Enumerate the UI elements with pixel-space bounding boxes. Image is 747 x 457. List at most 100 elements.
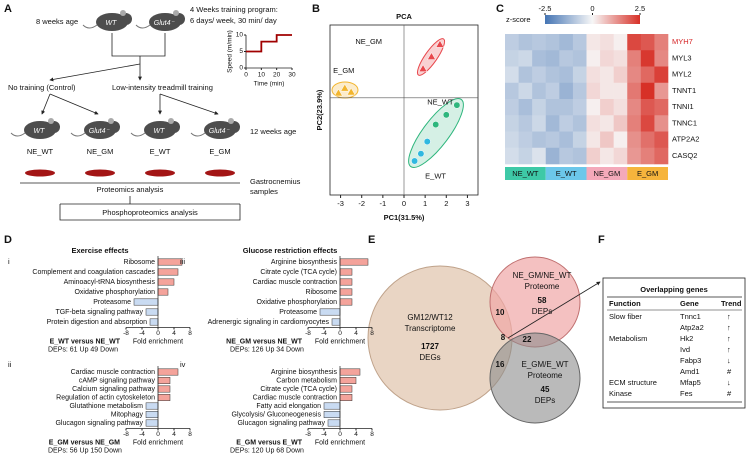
term-label: Cardiac muscle contraction [253,394,338,401]
y-tick-label: 10 [236,32,244,39]
deps-label: DEPs: 120 Up 68 Down [230,447,304,454]
table-cell: # [727,389,732,398]
bar [157,268,179,276]
table-cell: Tnnc1 [680,312,701,321]
bar [339,298,353,306]
mouse-tail [82,24,98,29]
mouse-ear [173,10,179,16]
heat-cell [640,34,655,51]
x-tick-label: -4 [321,330,327,337]
heat-cell [627,82,642,100]
x-tick-label: 4 [172,431,176,438]
heat-cell [654,66,669,84]
heat-cell [613,82,628,100]
heat-cell [505,99,519,116]
bar [157,258,183,266]
heat-cell [640,82,655,100]
heat-cell [545,99,560,116]
venn-overlap: 8 [501,333,506,342]
y-tick-label: 0 [239,65,243,72]
mouse-tail [130,132,146,137]
heat-cell [613,147,628,165]
series-label: NE_WT [427,98,454,107]
venn-circle [489,332,581,424]
branch-label: Low-intensity treadmill training [112,83,213,92]
mouse-tail [135,24,151,29]
mouse-body [144,121,176,139]
muscle-sample [85,169,115,177]
bar [157,394,171,401]
panel-letter: E [368,234,375,246]
heat-cell [532,131,547,149]
x-tick-label: 8 [370,431,374,438]
x-tick-label: 4 [354,330,358,337]
heat-cell [627,34,642,51]
branch-label: No training (Control) [8,83,76,92]
group-label: NE_WT [512,169,539,178]
term-label: Calcium signaling pathway [72,386,155,393]
venn-circle [367,265,513,411]
x-tick-label: 4 [172,330,176,337]
deps-label: DEPs: 61 Up 49 Down [48,346,118,353]
term-label: Cardiac muscle contraction [71,369,156,376]
heat-cell [505,50,519,67]
age-label: 8 weeks age [36,17,78,26]
group-label: NE_GM [594,169,621,178]
point [432,121,440,129]
muscle-sample [25,169,55,177]
series-label: E_WT [425,172,446,181]
x-tick-label: -8 [123,431,129,438]
heat-cell [613,99,628,116]
heat-cell [532,115,547,132]
gene-label: CASQ2 [672,151,697,160]
heat-cell [532,34,547,51]
x-tick-label: -8 [123,330,129,337]
x-tick-label: -4 [321,431,327,438]
bar [339,368,361,376]
bar [157,368,179,376]
heat-cell [545,82,560,100]
venn-unit: DEPs [532,307,552,316]
mouse-body [149,13,181,31]
heat-cell [545,131,560,149]
term-label: Citrate cycle (TCA cycle) [260,269,337,276]
table-header: Trend [721,299,742,308]
x-tick-label: 1 [423,199,427,208]
speed-line [246,34,292,53]
panel-numeral: iv [180,360,186,369]
heat-cell [572,115,587,132]
gene-label: TNNC1 [672,118,697,127]
mouse-body [24,121,56,139]
comparison-label: E_GM versus E_WT [236,439,302,446]
heat-cell [505,34,519,51]
program-text: 6 days/ week, 30 min/ day [190,16,277,25]
table-title: Overlapping genes [640,285,708,294]
table-cell: Atp2a2 [680,323,704,332]
group-bar [586,167,628,180]
term-label: cAMP signaling pathway [79,377,156,384]
x-axis-label: Time (min) [254,81,285,88]
venn-unit: DEGs [419,353,440,362]
bar [323,402,341,410]
venn-kind: Proteome [525,282,560,291]
heat-cell [586,34,601,51]
heat-cell [559,147,574,165]
point [423,138,431,146]
bar [157,385,171,393]
muscle-sample [205,169,235,177]
heat-cell [640,131,655,149]
bar [149,318,159,326]
heat-cell [505,115,519,132]
bar [319,308,341,316]
bar [145,419,159,427]
venn-overlap: 10 [496,308,505,317]
gene-label: MYL3 [672,53,692,62]
heat-cell [559,66,574,84]
bar [145,308,159,316]
comparison-label: E_GM versus NE_GM [49,439,120,446]
heat-cell [613,34,628,51]
heat-cell [600,82,614,100]
term-label: Glucagon signaling pathway [237,420,325,427]
series-label: NE_GM [355,37,382,46]
